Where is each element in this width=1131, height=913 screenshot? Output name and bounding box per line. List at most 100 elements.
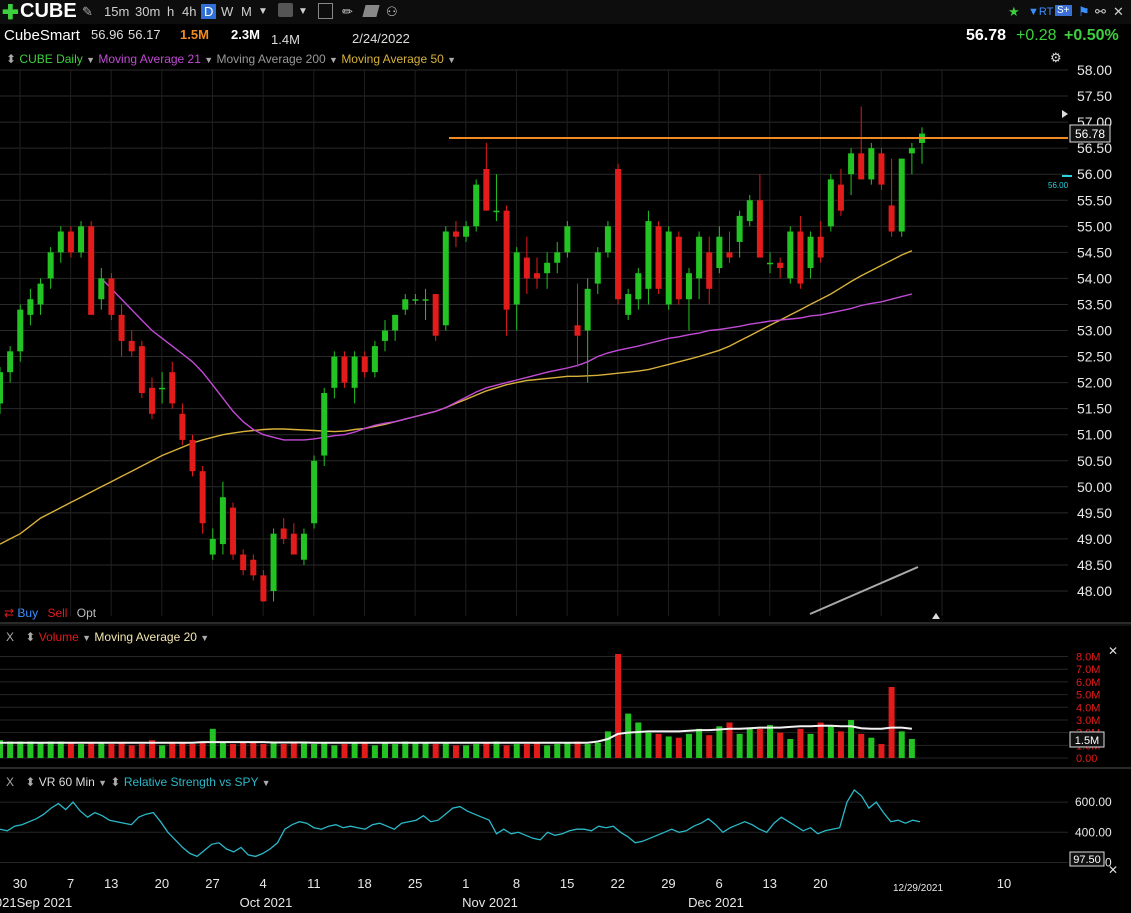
star-icon[interactable]: ★ <box>1008 4 1020 19</box>
rt-icon[interactable]: ▼RT <box>1028 6 1054 18</box>
settings-icon[interactable]: ⚙ <box>1050 50 1062 65</box>
symbol-title[interactable]: CUBE <box>20 0 77 22</box>
dropdown-icon[interactable]: ▼ <box>98 778 108 788</box>
candle <box>199 465 206 534</box>
volume-tick-label: 3.0M <box>1076 715 1100 727</box>
dropdown-icon[interactable]: ▼ <box>447 55 457 65</box>
s-plus-icon[interactable]: S+ <box>1055 5 1072 16</box>
flag-icon[interactable]: ⚑ <box>1078 4 1090 19</box>
time-tick-label: 8 <box>513 876 520 891</box>
dropdown-icon[interactable]: ▼ <box>329 55 338 65</box>
candle-body <box>817 236 824 258</box>
candle-body <box>392 314 399 331</box>
dropdown-icon[interactable]: ▼ <box>204 55 214 65</box>
panel-close-icon[interactable]: ✕ <box>1108 644 1119 658</box>
volume-bar <box>533 742 540 758</box>
close-icon[interactable]: ✕ <box>1113 4 1124 19</box>
candle-body <box>118 314 125 341</box>
chart-type-dropdown-icon[interactable]: ▼ <box>298 6 308 17</box>
close-panel-icon[interactable]: X <box>6 630 15 644</box>
legend-rs-spy[interactable]: Relative Strength vs SPY <box>123 775 259 789</box>
interval-m[interactable]: M <box>241 4 252 19</box>
time-tick-label: 13 <box>104 876 118 891</box>
candle-body <box>584 288 591 331</box>
candle <box>665 226 672 310</box>
add-symbol-icon[interactable]: ✚ <box>2 2 19 24</box>
dropdown-icon[interactable]: ▼ <box>200 633 210 643</box>
price-tick-label: 51.50 <box>1077 401 1112 417</box>
legend-cube-daily[interactable]: CUBE Daily <box>19 52 83 66</box>
volume-bar <box>726 722 733 758</box>
draw-icon[interactable]: ✏ <box>342 4 353 19</box>
time-tick-label: 18 <box>357 876 371 891</box>
interval-4h[interactable]: 4h <box>182 4 197 19</box>
volume-bar <box>88 742 95 758</box>
volume-bar <box>331 745 338 758</box>
legend-volume-ma20[interactable]: Moving Average 20 <box>94 630 197 644</box>
volume-bar <box>645 732 652 758</box>
candle <box>513 247 520 331</box>
interval-15m[interactable]: 15m <box>104 4 130 19</box>
volume-bar <box>827 725 834 758</box>
move-handle-icon[interactable]: ⬍ <box>25 775 36 789</box>
move-handle-icon[interactable]: ⬍ <box>6 52 17 66</box>
share-icon[interactable]: ⚇ <box>386 4 398 19</box>
candle <box>280 518 287 545</box>
interval-30m[interactable]: 30m <box>135 4 161 19</box>
candle <box>341 351 348 388</box>
chart-type-icon[interactable] <box>278 3 293 17</box>
volume-bar <box>341 744 348 758</box>
time-tick-label: 22 <box>611 876 625 891</box>
notes-icon[interactable]: ✎ <box>82 4 93 19</box>
interval-h[interactable]: h <box>167 4 175 19</box>
legend-ma21[interactable]: Moving Average 21 <box>98 52 201 66</box>
volume-bar <box>199 741 206 758</box>
candle-body <box>675 236 682 300</box>
sell-button[interactable]: Sell <box>47 606 68 620</box>
move-handle-icon[interactable]: ⬍ <box>110 775 121 789</box>
order-icon[interactable]: ⇄ <box>4 606 15 620</box>
volume-bar <box>604 731 611 758</box>
price-tick-label: 52.00 <box>1077 375 1112 391</box>
volume-bar <box>615 654 622 758</box>
buy-button[interactable]: Buy <box>17 606 39 620</box>
volume-bar <box>554 744 561 758</box>
candle-body <box>604 226 611 253</box>
legend-vr60[interactable]: VR 60 Min <box>38 775 95 789</box>
candle <box>837 168 844 216</box>
interval-dropdown-icon[interactable]: ▼ <box>258 6 268 17</box>
legend-ma50[interactable]: Moving Average 50 <box>341 52 444 66</box>
legend-volume[interactable]: Volume <box>38 630 79 644</box>
volume-bar <box>564 742 571 758</box>
move-handle-icon[interactable]: ⬍ <box>25 630 36 644</box>
volume-bar <box>594 742 601 758</box>
candle-body <box>412 299 419 301</box>
candle-body <box>260 575 267 602</box>
dropdown-icon[interactable]: ▼ <box>261 778 271 788</box>
close-value: 56.17 <box>128 27 161 42</box>
legend-ma200[interactable]: Moving Average 200 <box>216 52 326 66</box>
interval-d[interactable]: D <box>201 4 217 19</box>
indicator-icon[interactable] <box>318 3 333 19</box>
dropdown-icon[interactable]: ▼ <box>86 55 96 65</box>
price-tick-label: 50.50 <box>1077 453 1112 469</box>
dropdown-icon[interactable]: ▼ <box>82 633 92 643</box>
candle <box>554 241 561 274</box>
candle-body <box>503 210 510 310</box>
volume-bar <box>27 741 34 758</box>
volume-bar <box>756 728 763 758</box>
candle-body <box>655 226 662 289</box>
panel-close-icon[interactable]: ✕ <box>1108 863 1119 877</box>
interval-w[interactable]: W <box>221 4 234 19</box>
volume-bar <box>78 744 85 758</box>
candle-body <box>47 252 54 279</box>
candle-body <box>37 283 44 305</box>
volume-tick-label: 4.0M <box>1076 702 1100 714</box>
volume-bar <box>635 722 642 758</box>
link-icon[interactable]: ⚯ <box>1095 4 1106 19</box>
opt-button[interactable]: Opt <box>76 606 97 620</box>
close-panel-icon[interactable]: X <box>6 775 15 789</box>
candle-body <box>108 278 115 315</box>
time-tick-label: 1 <box>462 876 469 891</box>
